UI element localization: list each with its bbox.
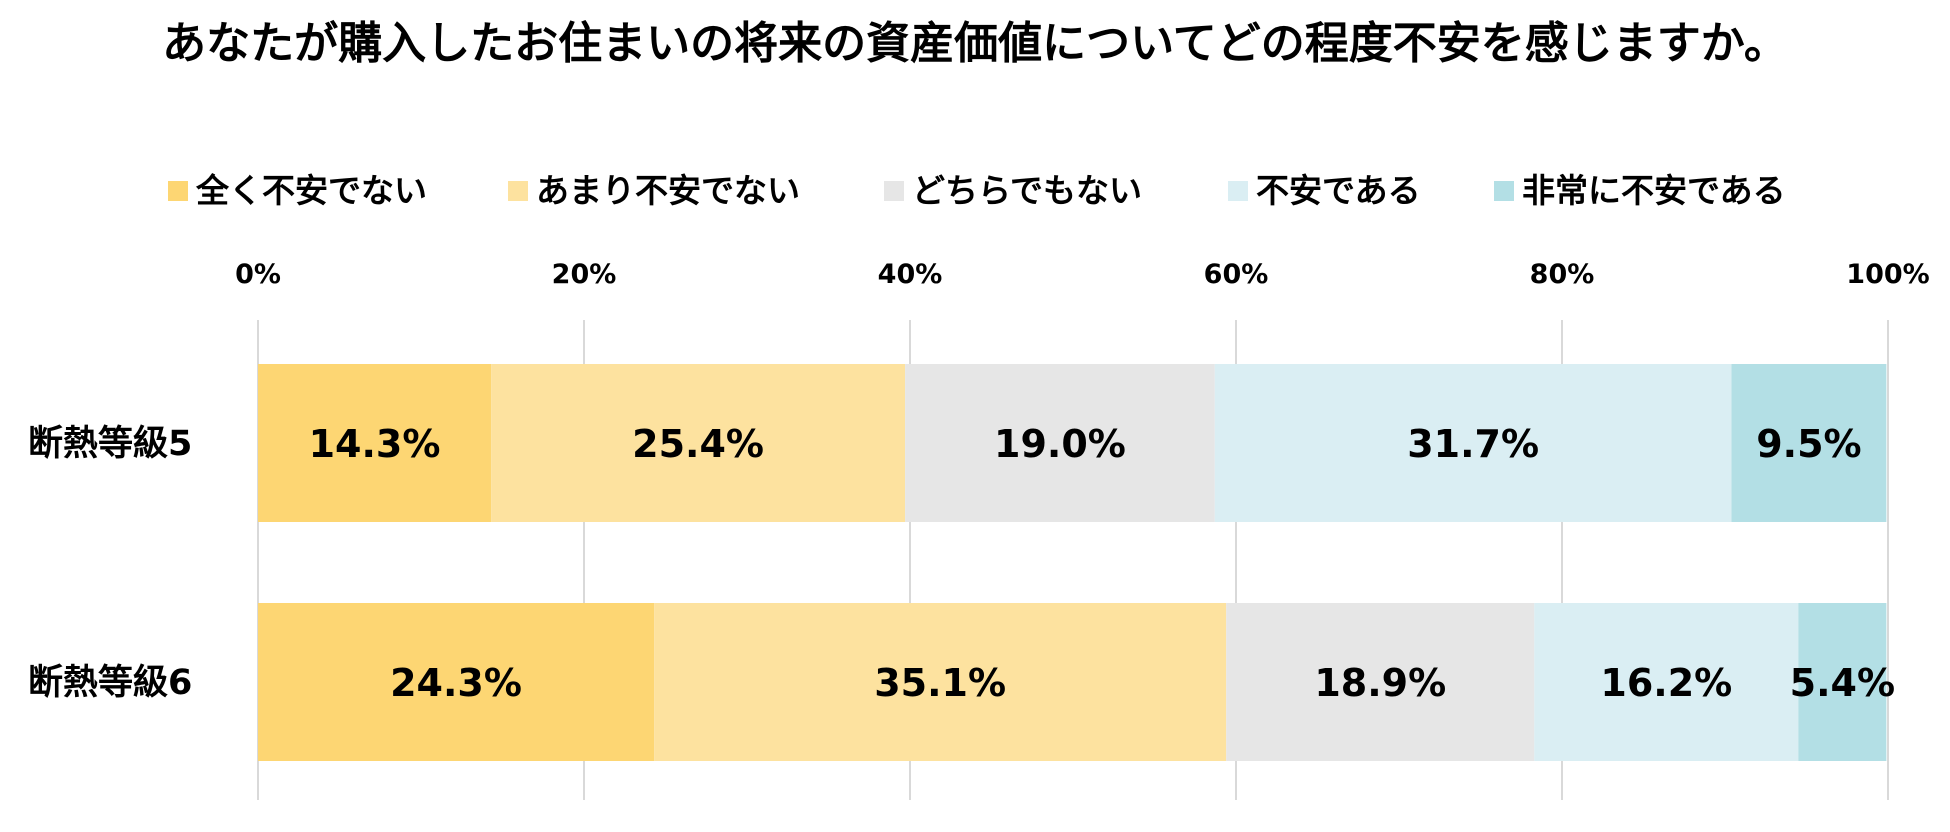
bar-segment <box>905 364 1215 522</box>
x-tick-label: 40% <box>878 259 943 290</box>
bar-segment <box>654 603 1227 761</box>
x-tick-label: 0% <box>235 259 281 290</box>
data-label: 9.5% <box>1756 422 1861 466</box>
legend-label: どちらでもない <box>912 171 1142 210</box>
data-label: 14.3% <box>309 422 441 466</box>
data-label: 19.0% <box>994 422 1126 466</box>
category-label: 断熱等級5 <box>28 424 192 464</box>
legend-swatch <box>884 181 904 201</box>
bar-segment <box>1798 603 1887 761</box>
bar-segment <box>1214 364 1732 522</box>
bar-segment <box>258 603 655 761</box>
bar-segment <box>491 364 906 522</box>
x-tick-label: 100% <box>1846 259 1929 290</box>
data-label: 35.1% <box>874 661 1006 705</box>
x-tick-label: 20% <box>552 259 617 290</box>
category-label: 断熱等級6 <box>28 663 192 703</box>
legend-label: 全く不安でない <box>195 171 427 210</box>
data-label: 18.9% <box>1314 661 1446 705</box>
bar-segment <box>1534 603 1799 761</box>
legend-swatch <box>168 181 188 201</box>
legend: 全く不安でない あまり不安でない どちらでもない 不安である 非常に不安である <box>168 171 1786 210</box>
x-tick-label: 80% <box>1530 259 1595 290</box>
data-label: 25.4% <box>632 422 764 466</box>
data-label: 5.4% <box>1790 661 1895 705</box>
legend-swatch <box>1228 181 1248 201</box>
bar-segment <box>258 364 492 522</box>
bar-segment <box>1226 603 1535 761</box>
legend-label: 不安である <box>1256 171 1421 210</box>
legend-swatch <box>508 181 528 201</box>
data-label: 24.3% <box>390 661 522 705</box>
legend-swatch <box>1494 181 1514 201</box>
data-label: 31.7% <box>1407 422 1539 466</box>
x-axis-ticks: 0% 20% 40% 60% 80% 100% <box>235 259 1930 290</box>
data-label: 16.2% <box>1600 661 1732 705</box>
legend-label: あまり不安でない <box>536 171 800 210</box>
x-tick-label: 60% <box>1204 259 1269 290</box>
category-labels: 断熱等級5 断熱等級6 <box>28 424 192 703</box>
legend-label: 非常に不安である <box>1522 171 1786 210</box>
bars: 14.3% 25.4% 19.0% 31.7% 9.5% 24.3% 35.1% 18.9% 1… <box>258 364 1895 761</box>
chart-title: あなたが購入したお住まいの将来の資産価値についてどの程度不安を感じますか。 <box>162 18 1788 69</box>
bar-segment <box>1731 364 1887 522</box>
